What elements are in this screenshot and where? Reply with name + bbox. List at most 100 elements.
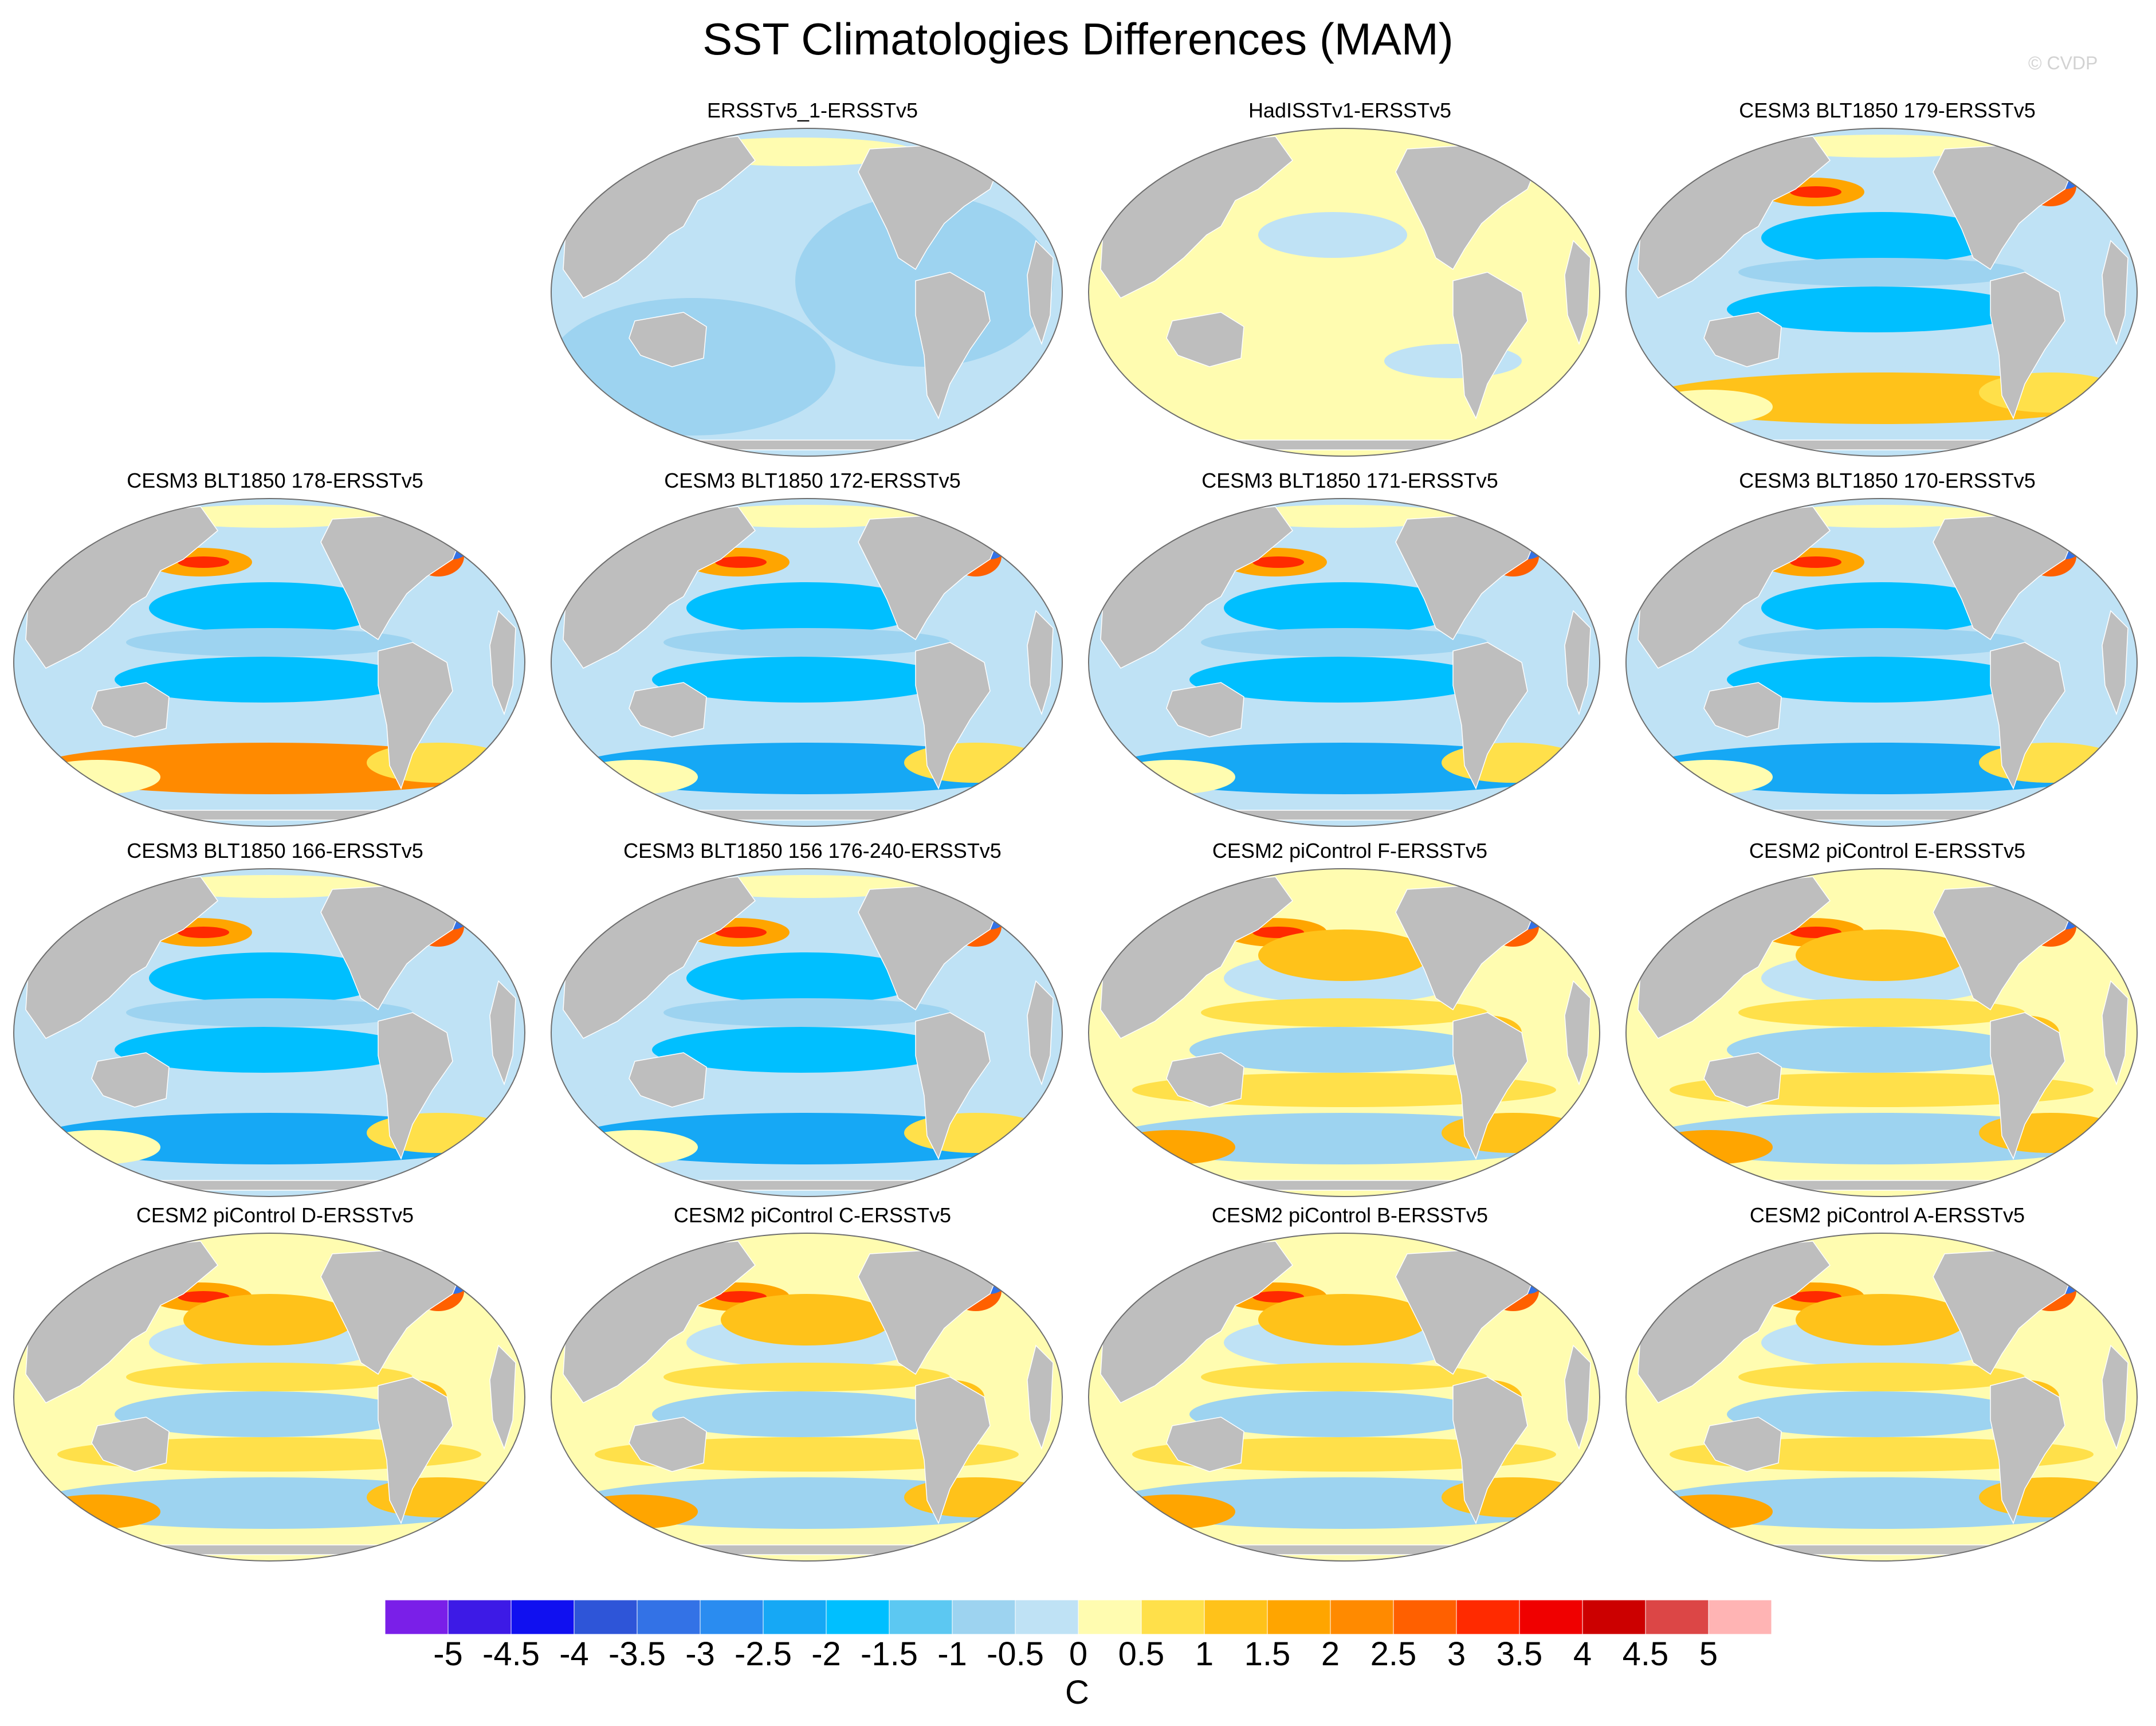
landmass xyxy=(90,1180,449,1191)
landmass xyxy=(2102,980,2128,1086)
landmass xyxy=(378,642,453,790)
colorbar-swatch xyxy=(763,1600,827,1634)
map-panel: CESM2 piControl B-ERSSTv5 xyxy=(1086,1202,1613,1569)
colorbar-swatch xyxy=(1519,1600,1583,1634)
map-outline xyxy=(1088,1233,1600,1562)
map-panel-title: CESM3 BLT1850 172-ERSSTv5 xyxy=(664,469,961,492)
colorbar-tick-label: 4 xyxy=(1573,1635,1592,1673)
colorbar-units: C xyxy=(1065,1674,1089,1711)
map-panel-title: CESM3 BLT1850 171-ERSSTv5 xyxy=(1201,469,1498,492)
landmass xyxy=(1702,1544,2061,1555)
colorbar-tick-label: 1.5 xyxy=(1244,1635,1291,1673)
sst-difference-field xyxy=(1626,128,2137,456)
colorbar-swatch xyxy=(889,1600,953,1634)
map-panel: HadISSTv1-ERSSTv5 xyxy=(1086,97,1613,464)
map-panel: CESM3 BLT1850 179-ERSSTv5 xyxy=(1624,97,2151,464)
landmass xyxy=(1702,810,2061,821)
colorbar-tick-label: -1.5 xyxy=(861,1635,918,1673)
landmass xyxy=(1452,642,1528,790)
colorbar-tick-label: 2 xyxy=(1321,1635,1340,1673)
landmass xyxy=(1703,682,1782,738)
world-map xyxy=(1625,1233,2138,1562)
map-panel: CESM3 BLT1850 172-ERSSTv5 xyxy=(549,468,1076,834)
world-map xyxy=(1088,128,1600,457)
map-panel: CESM2 piControl D-ERSSTv5 xyxy=(11,1202,539,1569)
landmass xyxy=(627,1544,986,1555)
colorbar-swatch xyxy=(1015,1600,1079,1634)
colorbar-tick-label: -2 xyxy=(811,1635,841,1673)
colorbar-tick-label: 3.5 xyxy=(1496,1635,1543,1673)
colorbar-tick-label: 5 xyxy=(1699,1635,1718,1673)
landmass xyxy=(90,810,449,821)
landmass xyxy=(91,682,170,738)
world-map xyxy=(13,868,525,1197)
sst-difference-field xyxy=(551,499,1062,826)
colorbar-swatch xyxy=(1645,1600,1709,1634)
colorbar-tick-label: -4.5 xyxy=(482,1635,540,1673)
map-outline xyxy=(1088,868,1600,1197)
world-map xyxy=(1088,1233,1600,1562)
landmass xyxy=(378,1012,453,1160)
colorbar-tick-label: 4.5 xyxy=(1622,1635,1669,1673)
landmass xyxy=(1452,1376,1528,1524)
map-panel: CESM2 piControl C-ERSSTv5 xyxy=(549,1202,1076,1569)
colorbar-swatch xyxy=(637,1600,701,1634)
map-outline xyxy=(551,868,1063,1197)
landmass xyxy=(1166,682,1244,738)
colorbar-swatch xyxy=(385,1600,449,1634)
landmass xyxy=(627,810,986,821)
landmass xyxy=(1165,810,1523,821)
landmass xyxy=(1027,610,1054,716)
landmass xyxy=(1027,240,1054,346)
colorbar-tick-label: 0.5 xyxy=(1118,1635,1165,1673)
map-outline xyxy=(1625,498,2138,827)
colorbar-tick-label: 1 xyxy=(1195,1635,1214,1673)
world-map xyxy=(1625,128,2138,457)
landmass xyxy=(1703,312,1782,367)
landmass xyxy=(1702,1180,2061,1191)
landmass xyxy=(1564,240,1591,346)
landmass xyxy=(1990,1376,2065,1524)
colorbar-tick-label: -3 xyxy=(685,1635,715,1673)
colorbar-swatch xyxy=(574,1600,638,1634)
map-outline xyxy=(551,128,1063,457)
landmass xyxy=(1702,440,2061,450)
colorbar-swatch xyxy=(1456,1600,1520,1634)
landmass xyxy=(2102,240,2128,346)
landmass xyxy=(378,1376,453,1524)
world-map xyxy=(1625,868,2138,1197)
landmass xyxy=(629,682,707,738)
colorbar-tick-label: 0 xyxy=(1069,1635,1088,1673)
colorbar-swatch xyxy=(1708,1600,1772,1634)
colorbar-swatch xyxy=(1393,1600,1457,1634)
colorbar-swatch xyxy=(1141,1600,1205,1634)
map-panel-title: CESM3 BLT1850 178-ERSSTv5 xyxy=(127,469,423,492)
world-map xyxy=(13,1233,525,1562)
landmass xyxy=(1990,1012,2065,1160)
map-panel-title: CESM3 BLT1850 166-ERSSTv5 xyxy=(127,839,423,862)
map-panel-title: CESM2 piControl C-ERSSTv5 xyxy=(673,1203,952,1227)
colorbar-swatch xyxy=(1078,1600,1142,1634)
landmass xyxy=(1452,272,1528,419)
landmass xyxy=(629,1052,707,1108)
world-map xyxy=(551,498,1063,827)
sst-difference-field xyxy=(1626,1233,2137,1561)
map-outline xyxy=(13,498,525,827)
world-map xyxy=(1088,868,1600,1197)
colorbar-swatch xyxy=(510,1600,575,1634)
map-panel-title: CESM3 BLT1850 179-ERSSTv5 xyxy=(1739,99,2036,122)
world-map xyxy=(1088,498,1600,827)
landmass xyxy=(91,1052,170,1108)
landmass xyxy=(91,1417,170,1472)
sst-difference-field xyxy=(551,128,1062,456)
colorbar-tick-label: -5 xyxy=(433,1635,463,1673)
sst-difference-field xyxy=(1089,128,1600,456)
landmass xyxy=(915,272,991,419)
world-map xyxy=(1625,498,2138,827)
colorbar xyxy=(385,1600,1772,1634)
world-map xyxy=(551,1233,1063,1562)
map-panel-title: CESM3 BLT1850 170-ERSSTv5 xyxy=(1739,469,2036,492)
colorbar-tick-label: 2.5 xyxy=(1370,1635,1417,1673)
landmass xyxy=(1703,1052,1782,1108)
credit-label: © CVDP xyxy=(2028,53,2098,73)
